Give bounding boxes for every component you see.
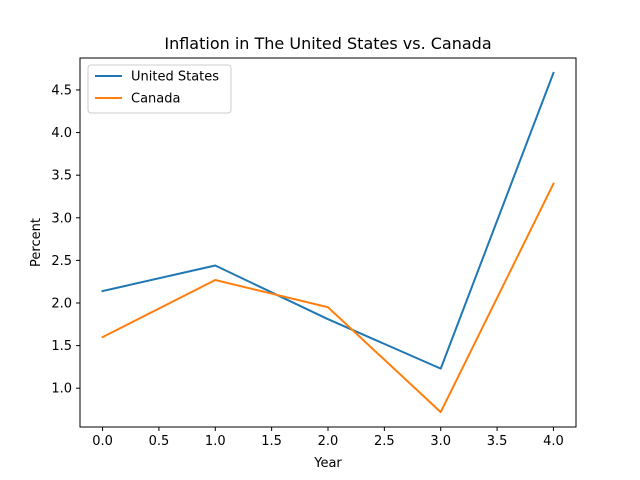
x-tick-label: 2.0 xyxy=(318,434,339,449)
x-tick-label: 0.5 xyxy=(149,434,170,449)
x-tick-label: 1.5 xyxy=(261,434,282,449)
x-tick-label: 0.0 xyxy=(92,434,113,449)
y-tick-label: 1.5 xyxy=(51,339,72,354)
x-tick-label: 2.5 xyxy=(374,434,395,449)
legend-label-1: Canada xyxy=(131,92,180,107)
legend: United States Canada xyxy=(87,64,232,114)
series-line-0 xyxy=(101,71,555,370)
x-tick-label: 4.0 xyxy=(543,434,564,449)
x-tick-label: 3.5 xyxy=(487,434,508,449)
chart-title: Inflation in The United States vs. Canad… xyxy=(164,34,491,53)
series-layer xyxy=(101,71,555,414)
y-tick-label: 2.0 xyxy=(51,297,72,312)
y-tick-label: 2.5 xyxy=(51,254,72,269)
y-tick-label: 1.0 xyxy=(51,382,72,397)
x-axis: 0.0 0.5 1.0 1.5 2.0 2.5 3.0 3.5 4.0 xyxy=(92,427,564,449)
legend-label-0: United States xyxy=(131,70,219,85)
y-axis: 1.0 1.5 2.0 2.5 3.0 3.5 4.0 4.5 xyxy=(51,83,80,397)
x-tick-label: 3.0 xyxy=(430,434,451,449)
y-axis-label: Percent xyxy=(29,218,44,267)
y-tick-label: 3.0 xyxy=(51,211,72,226)
y-tick-label: 3.5 xyxy=(51,169,72,184)
x-axis-label: Year xyxy=(313,456,342,471)
y-tick-label: 4.0 xyxy=(51,126,72,141)
series-line-1 xyxy=(101,182,555,414)
x-tick-label: 1.0 xyxy=(205,434,226,449)
legend-box xyxy=(87,64,232,114)
y-tick-label: 4.5 xyxy=(51,83,72,98)
